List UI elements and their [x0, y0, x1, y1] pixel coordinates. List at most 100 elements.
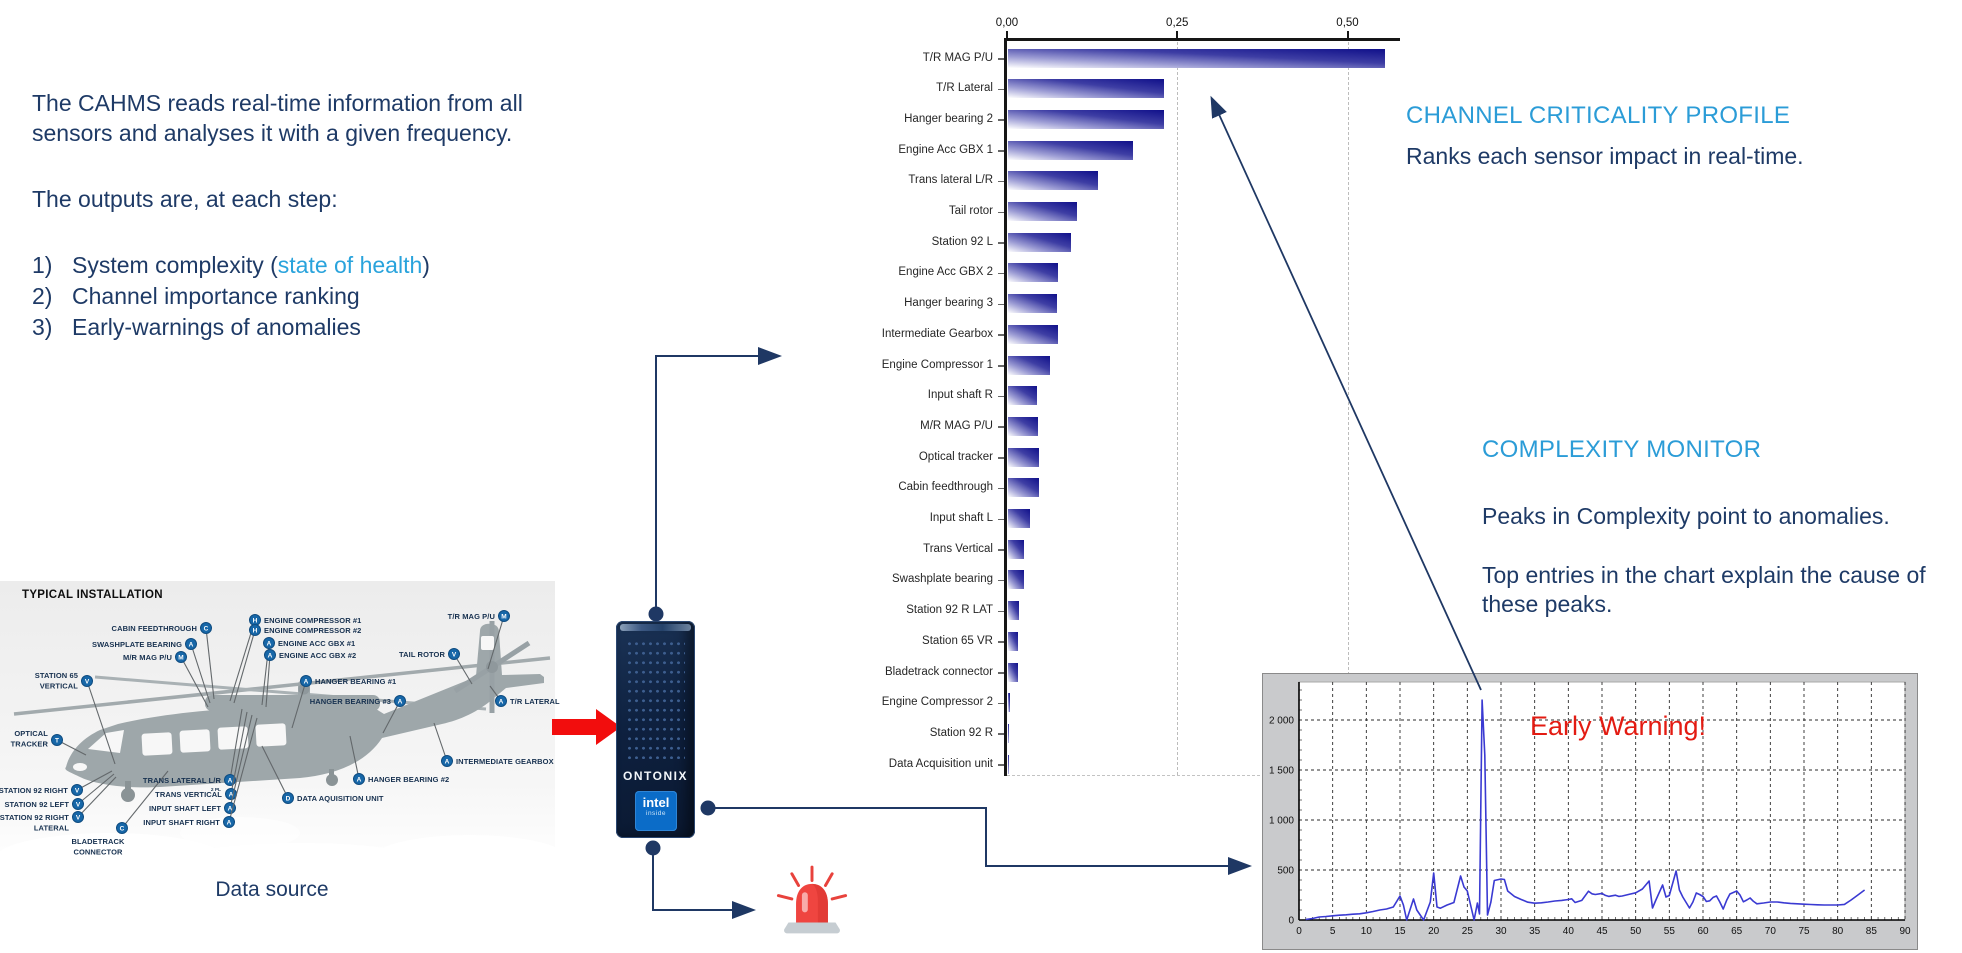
- x-tick-label: 15: [1394, 926, 1406, 937]
- sensor-dot-letter: A: [499, 698, 504, 705]
- sensor-leader-line: [205, 627, 215, 700]
- sensor-label: HANGER BEARING #3: [310, 697, 391, 706]
- sensor-label: INPUT SHAFT LEFT: [149, 804, 221, 813]
- x-tick-label: 45: [1596, 926, 1608, 937]
- y-tick-label: 500: [1277, 866, 1294, 877]
- bar: [1008, 202, 1077, 221]
- channel-criticality-title: CHANNEL CRITICALITY PROFILE: [1406, 102, 1791, 129]
- sensor-dot-letter: V: [452, 651, 457, 658]
- bar: [1008, 294, 1058, 314]
- y-tick-label: 1 500: [1269, 766, 1294, 777]
- sensor-dot-letter: M: [501, 613, 506, 620]
- intro-paragraph-1: The CAHMS reads real-time information fr…: [32, 90, 523, 146]
- sensor-leader-line: [229, 714, 253, 809]
- sensor-dot: [353, 773, 365, 785]
- sensor-leader-line: [233, 629, 256, 704]
- sensor-label: ENGINE ACC GBX #1: [278, 639, 355, 648]
- sensor-dot: [264, 649, 276, 661]
- sensor-leader-line: [230, 711, 248, 795]
- bar-label: T/R Lateral: [936, 82, 993, 95]
- sensor-dot: [185, 638, 197, 650]
- sensor-dot: [71, 784, 83, 796]
- sensor-leader-line: [121, 770, 169, 829]
- x-tick-label: 5: [1330, 926, 1336, 937]
- sensor-dot: [72, 798, 84, 810]
- bar-row-tick: [998, 88, 1004, 91]
- early-warning-annotation: Early Warning!: [1530, 711, 1706, 741]
- sensor-dot: [200, 622, 212, 634]
- bar-row-tick: [998, 180, 1004, 183]
- sensor-dot-letter: A: [189, 641, 194, 648]
- bar-chart-y-axis: [1004, 38, 1007, 776]
- bar-row-tick: [998, 641, 1004, 643]
- cloud-shapes: [0, 817, 565, 899]
- arrow-device-to-linechart: [708, 807, 1252, 875]
- bar: [1008, 754, 1009, 774]
- sensor-label: TRACKER: [11, 740, 49, 749]
- sensor-dot: [223, 816, 235, 828]
- bar-label: Engine Compressor 1: [881, 358, 993, 371]
- bar: [1008, 662, 1018, 682]
- sensor-dot: [495, 695, 507, 707]
- bar: [1008, 324, 1058, 344]
- sensor-label: ENGINE ACC GBX #2: [279, 651, 356, 660]
- ontonix-device: ONTONIX intel inside: [616, 621, 695, 838]
- complexity-series-line: [1305, 699, 1866, 921]
- intro-text-block: The CAHMS reads real-time information fr…: [32, 88, 577, 343]
- sensor-dot: [51, 734, 63, 746]
- sensor-label: VERTICAL: [40, 682, 79, 691]
- sensor-label: STATION 92 RIGHT: [0, 813, 69, 822]
- sensor-dot-letter: A: [398, 698, 403, 705]
- sensor-dot-letter: V: [75, 787, 80, 794]
- bar-label: Engine Acc GBX 1: [898, 143, 993, 156]
- x-tick-label: 30: [1495, 926, 1507, 937]
- x-tick-label: 0: [1296, 926, 1302, 937]
- bar-label: Input shaft L: [929, 512, 993, 524]
- bar: [1008, 355, 1051, 375]
- landing-gear: [121, 769, 338, 802]
- arrow-device-to-siren: [652, 848, 756, 919]
- sensor-dot: [300, 675, 312, 687]
- bar: [1008, 140, 1134, 160]
- siren-dome-shade: [812, 883, 828, 923]
- bar-row-tick: [998, 672, 1004, 674]
- sensor-label-note: 2 PL: [211, 787, 221, 793]
- intro-list-item-1: 1) System complexity (state of health): [32, 252, 430, 278]
- bar-row-tick: [998, 764, 1004, 766]
- sensor-labels-layer: C CABIN FEEDTHROUGH A SWASHPLATE BEARING M M/…: [0, 610, 560, 857]
- sensor-dot-letter: T: [55, 737, 59, 744]
- sensor-label: SWASHPLATE BEARING: [92, 640, 182, 649]
- bar-row-tick: [998, 211, 1004, 213]
- bar: [1008, 631, 1018, 651]
- sensor-label: ENGINE COMPRESSOR #2: [264, 626, 361, 635]
- bar-label: Station 92 L: [931, 235, 993, 248]
- bar-label: Tail rotor: [948, 205, 993, 217]
- x-tick-label: 55: [1664, 926, 1676, 937]
- bar-row-tick: [998, 549, 1004, 551]
- sensor-dot-letter: A: [227, 819, 232, 826]
- data-source-caption: Data source: [215, 878, 329, 901]
- sensor-label: T/R LATERAL: [510, 697, 560, 706]
- sensor-dot-letter: A: [445, 758, 450, 765]
- bar-row-tick: [998, 303, 1004, 306]
- channel-criticality-subtitle: Ranks each sensor impact in real-time.: [1406, 143, 1804, 169]
- bar: [1008, 478, 1039, 498]
- rotor-housing: [205, 695, 380, 711]
- bar-row-tick: [998, 334, 1004, 336]
- sensor-dot: [394, 695, 406, 707]
- siren-rays: [776, 865, 848, 901]
- sensor-label: DATA AQUISITION UNIT: [297, 794, 384, 803]
- bar: [1008, 509, 1030, 528]
- sensor-dot: [72, 811, 84, 823]
- sensor-leader-line: [180, 656, 209, 708]
- sensor-dot: [116, 822, 128, 834]
- intro-list-item-2: 2) Channel importance ranking: [32, 283, 360, 309]
- bar: [1008, 232, 1072, 252]
- chart-grid-and-series: 0 5 10 15 20 25 30 35 40 45 50 55 60 65 70 75 80 85 90 0 500…: [1269, 682, 1911, 937]
- bar-row-tick: [998, 426, 1004, 428]
- x-tick-label: 70: [1765, 926, 1777, 937]
- x-tick-label: 75: [1798, 926, 1810, 937]
- helicopter-diagram: C CABIN FEEDTHROUGH A SWASHPLATE BEARING M M/…: [0, 610, 565, 899]
- sensor-leader-line: [487, 615, 505, 670]
